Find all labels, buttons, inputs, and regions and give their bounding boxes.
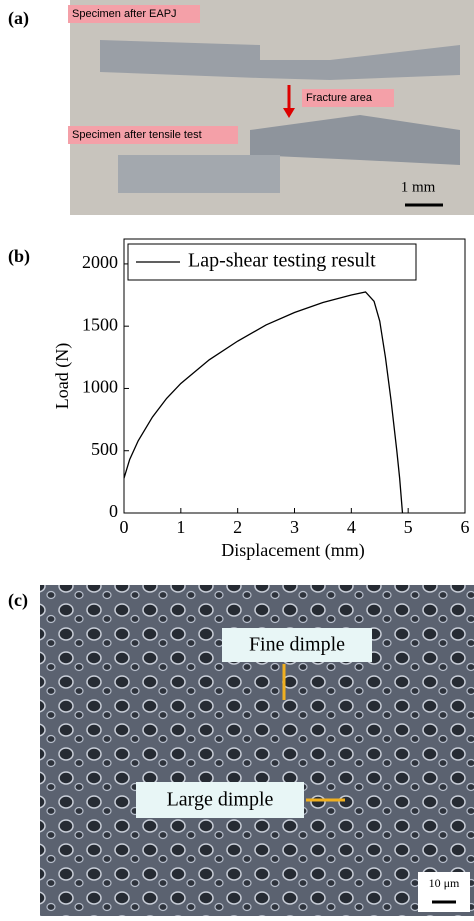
- specimen: [250, 115, 460, 165]
- arrow: [283, 108, 295, 118]
- label-box: [418, 872, 470, 912]
- label-box: [136, 782, 304, 818]
- y-tick-label: 2000: [82, 252, 118, 272]
- y-tick-label: 1500: [82, 314, 118, 334]
- y-tick-label: 0: [109, 501, 118, 521]
- chart: Displacement (mm) Load (N) 0 500 1000 1500 2…: [52, 238, 470, 561]
- x-tick-label: 6: [461, 517, 470, 537]
- sem-label: Large dimple: [167, 789, 274, 811]
- scale-label: 1 mm: [401, 179, 436, 195]
- x-tick-label: 3: [290, 517, 299, 537]
- label-box: [68, 5, 200, 23]
- specimen: [100, 40, 460, 80]
- panel-label: (b): [8, 246, 30, 267]
- panel-label: (c): [8, 590, 28, 611]
- label-box: [222, 628, 372, 662]
- y-tick-label: 1000: [82, 377, 118, 397]
- legend-box: [127, 243, 417, 281]
- photo-label: Specimen after tensile test: [72, 129, 202, 141]
- y-tick-label: 500: [91, 439, 118, 459]
- x-tick-label: 2: [233, 517, 242, 537]
- y-axis-label: Load (N): [52, 343, 73, 409]
- specimen: [118, 155, 280, 193]
- label-box: [68, 126, 238, 144]
- scale-label: 10 μm: [429, 876, 460, 890]
- sem-label: Fine dimple: [249, 634, 345, 656]
- panel-label: (a): [8, 8, 29, 29]
- data-line: [123, 291, 404, 514]
- x-tick-label: 0: [120, 517, 129, 537]
- x-axis-label: Displacement (mm): [221, 540, 364, 561]
- x-tick-label: 4: [347, 517, 356, 537]
- legend-label: Lap-shear testing result: [188, 250, 376, 272]
- photo-label: Specimen after EAPJ: [72, 8, 177, 20]
- label-box: [302, 89, 394, 107]
- x-tick-label: 1: [176, 517, 185, 537]
- x-tick-label: 5: [404, 517, 413, 537]
- photo-label: Fracture area: [306, 92, 373, 104]
